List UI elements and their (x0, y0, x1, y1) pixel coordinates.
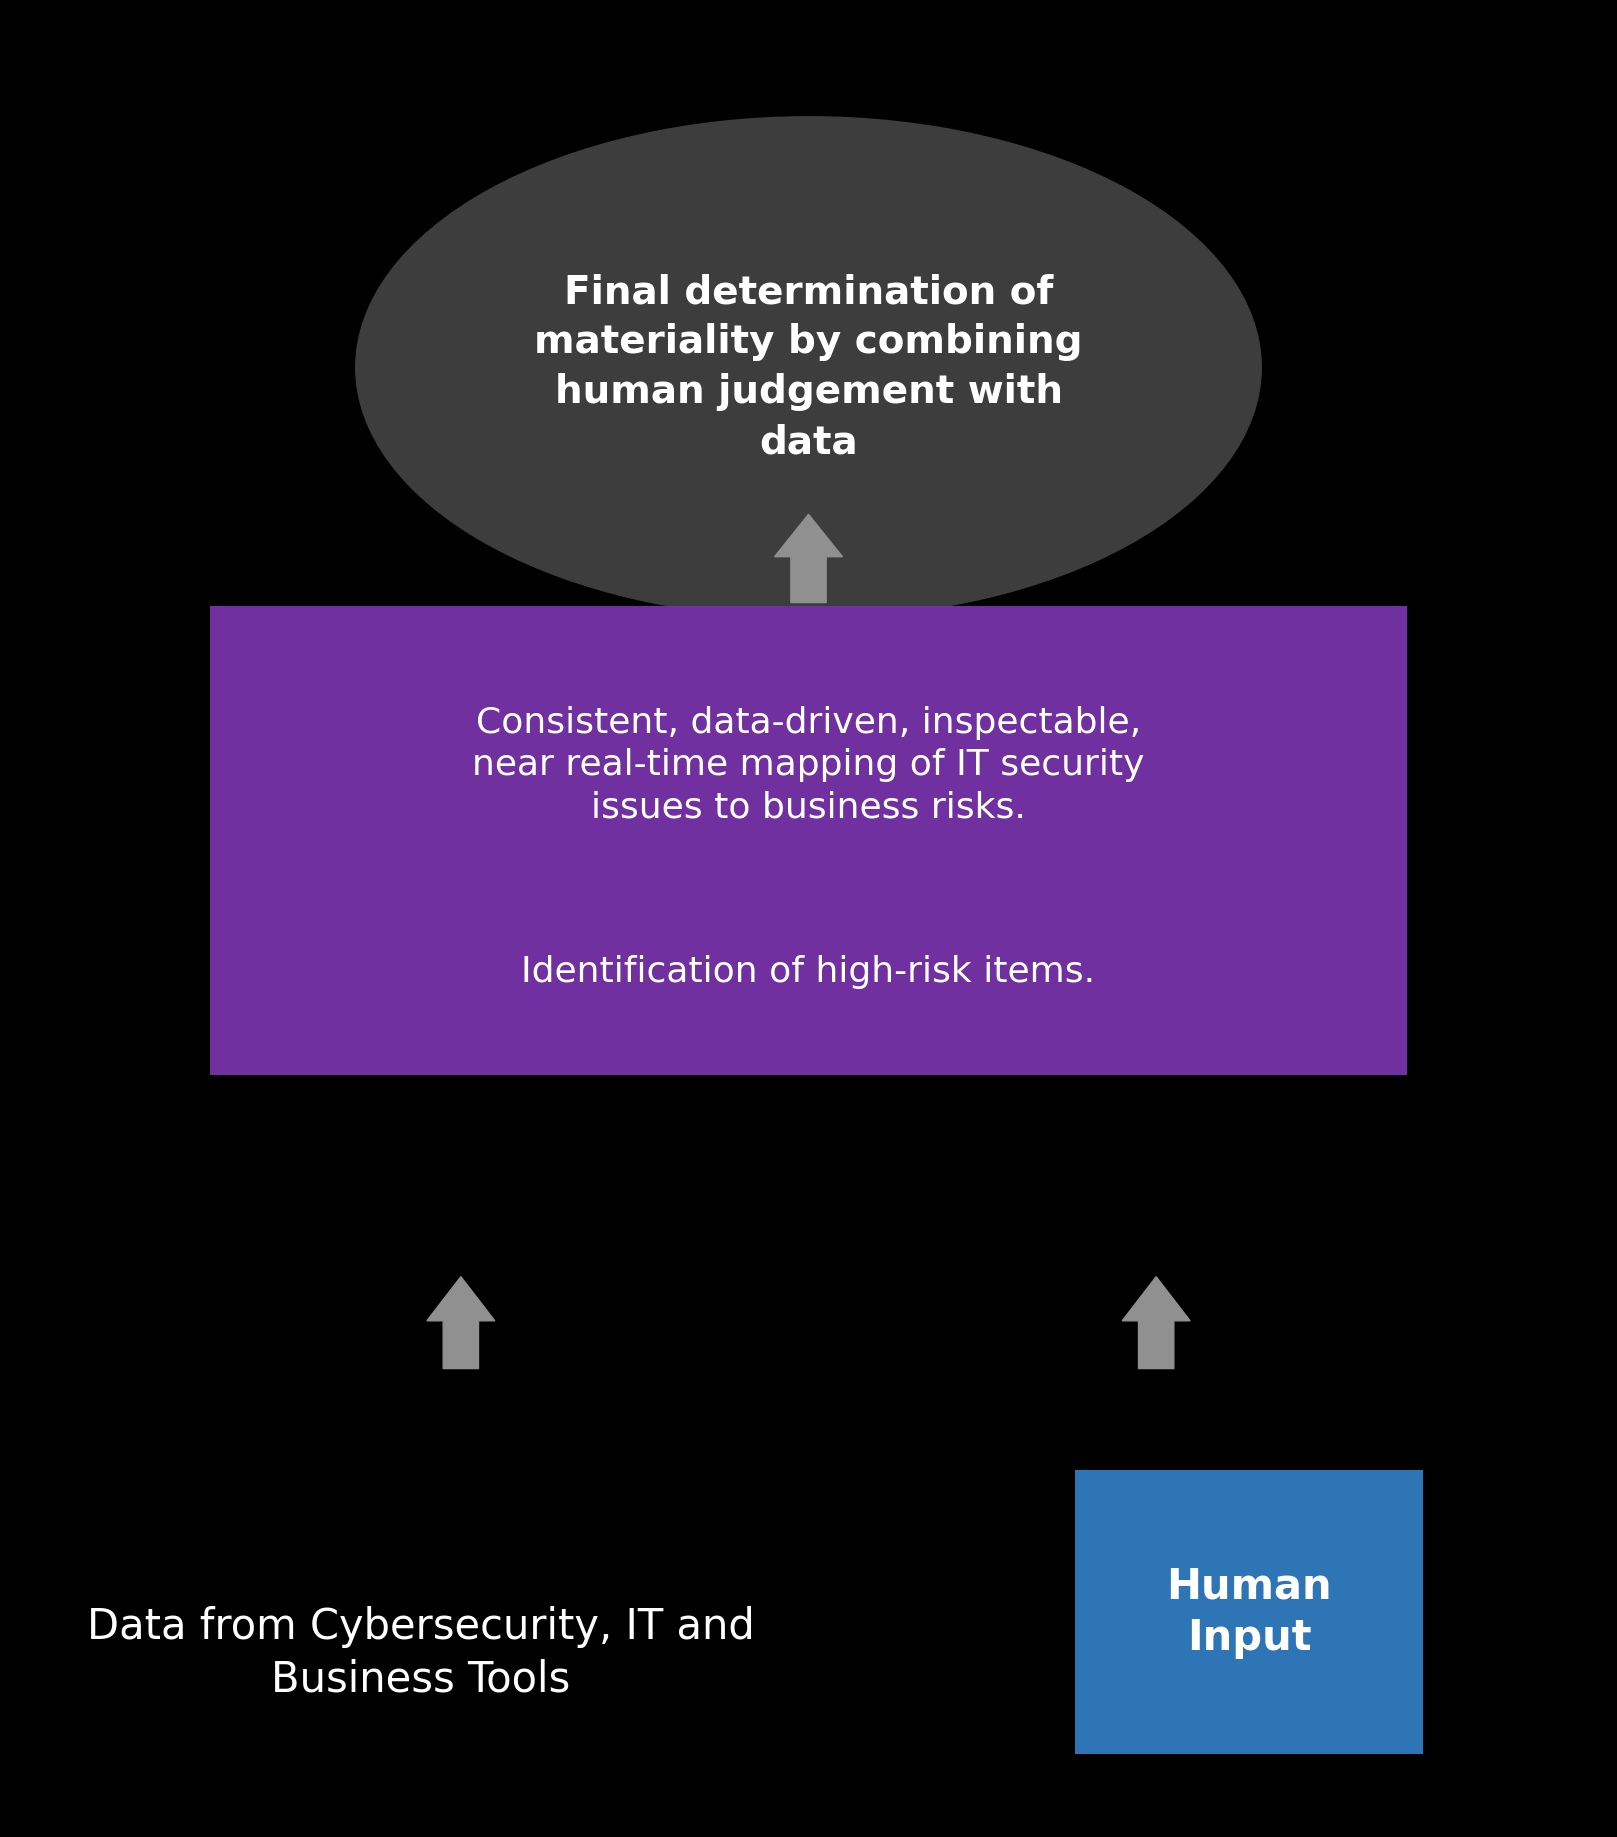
FancyBboxPatch shape (210, 606, 1407, 1075)
FancyBboxPatch shape (1075, 1470, 1423, 1754)
Text: Consistent, data-driven, inspectable,
near real-time mapping of IT security
issu: Consistent, data-driven, inspectable, ne… (472, 707, 1145, 825)
Text: Human
Input: Human Input (1166, 1565, 1332, 1659)
FancyArrow shape (775, 514, 842, 603)
FancyArrow shape (427, 1277, 495, 1369)
Text: Data from Cybersecurity, IT and
Business Tools: Data from Cybersecurity, IT and Business… (87, 1606, 754, 1701)
Text: Final determination of
materiality by combining
human judgement with
data: Final determination of materiality by co… (534, 274, 1083, 461)
Text: Identification of high-risk items.: Identification of high-risk items. (521, 955, 1096, 988)
FancyArrow shape (1122, 1277, 1190, 1369)
Ellipse shape (356, 118, 1261, 617)
